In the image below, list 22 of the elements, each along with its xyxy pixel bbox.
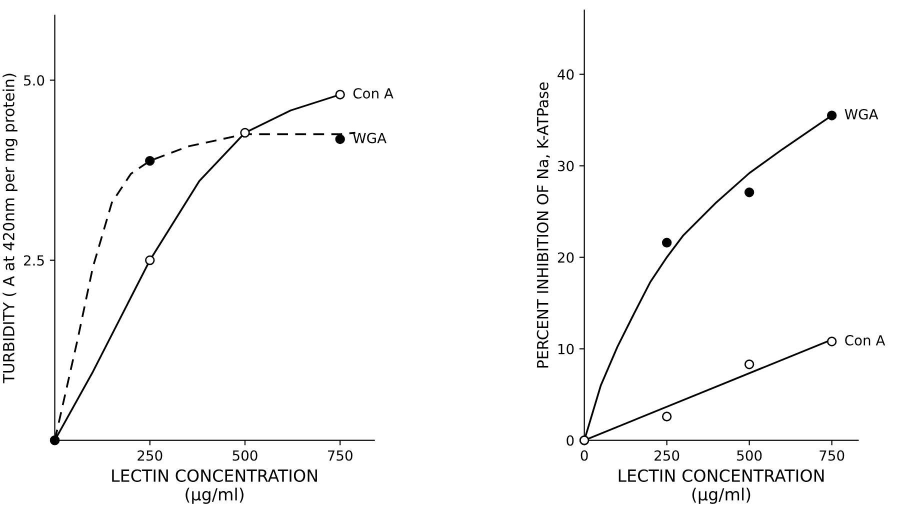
y-tick-label: 0 xyxy=(566,435,574,446)
y-axis-title: TURBIDITY ( A at 420nm per mg protein) xyxy=(2,74,18,384)
x-tick-label: 750 xyxy=(820,450,844,461)
x-tick-label: 0 xyxy=(580,450,588,461)
y-axis-title: PERCENT INHIBITION OF Na, K-ATPase xyxy=(536,82,550,368)
y-tick-label: 30 xyxy=(558,160,574,172)
y-tick-label: 20 xyxy=(558,252,574,263)
x-axis-title: LECTIN CONCENTRATION (μg/ml) xyxy=(112,469,317,504)
y-tick-label: 2.5 xyxy=(24,255,44,266)
series-label: WGA xyxy=(353,132,386,144)
x-axis-title: LECTIN CONCENTRATION (μg/ml) xyxy=(618,469,824,504)
y-tick-label: 40 xyxy=(558,69,574,80)
y-tick-label: 10 xyxy=(558,344,574,354)
series-label: Con A xyxy=(845,335,886,346)
x-tick-label: 500 xyxy=(737,450,762,461)
series-label: WGA xyxy=(844,108,878,120)
x-tick-label: 250 xyxy=(138,450,162,461)
y-tick-label: 5.0 xyxy=(24,75,44,86)
x-tick-label: 750 xyxy=(328,450,352,461)
series-label: Con A xyxy=(353,88,394,99)
x-tick-label: 250 xyxy=(654,450,680,461)
x-tick-label: 500 xyxy=(232,450,258,461)
